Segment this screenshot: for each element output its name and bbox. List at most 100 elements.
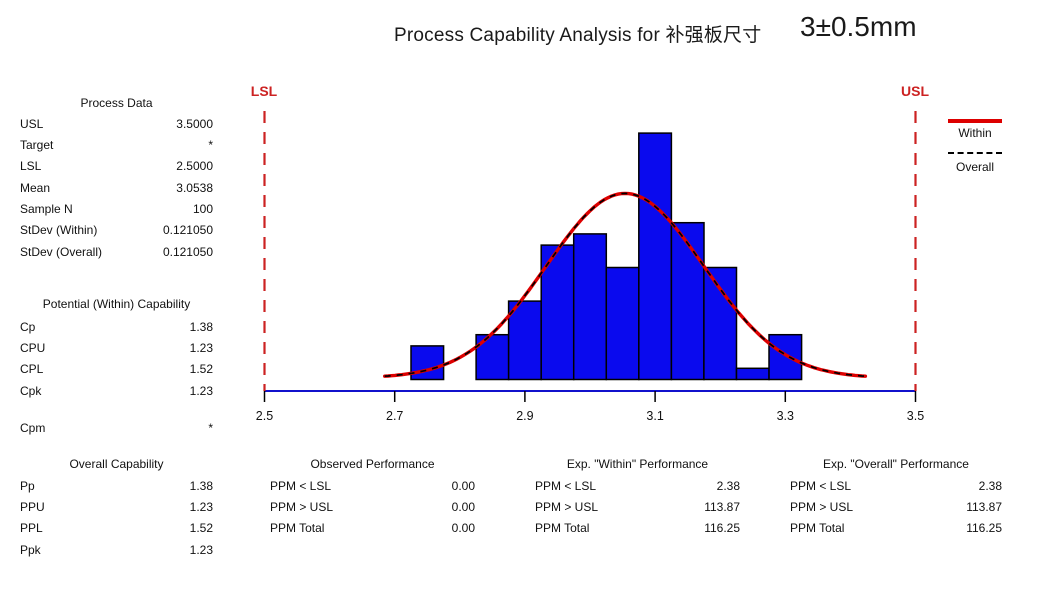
section-header: Potential (Within) Capability (42, 297, 191, 311)
stat-label: PPU (20, 499, 45, 514)
stat-row: PPM < LSL 2.38 (790, 475, 1002, 496)
stat-value: 0.00 (451, 478, 475, 493)
stat-label: PPM Total (270, 521, 325, 536)
stat-value: * (208, 420, 213, 435)
stat-row: CPL 1.52 (20, 359, 213, 380)
overall-legend-label: Overall (955, 160, 995, 174)
stat-label: Cpk (20, 383, 42, 398)
row-spacer (20, 401, 213, 417)
stat-row: PPM Total 0.00 (270, 518, 475, 539)
stat-row: PPM < LSL 0.00 (270, 475, 475, 496)
stat-row: PPL 1.52 (20, 518, 213, 539)
stat-row: StDev (Within) 0.121050 (20, 220, 213, 241)
stat-label: CPU (20, 340, 46, 355)
stat-value: 113.87 (704, 499, 740, 514)
stat-value: 2.38 (978, 478, 1002, 493)
stat-row: PPU 1.23 (20, 496, 213, 517)
histogram-bar (507, 300, 542, 381)
histogram-bar (735, 367, 770, 381)
section-header: Process Data (80, 96, 153, 110)
histogram-bar (670, 221, 705, 381)
stat-value: 116.25 (704, 521, 740, 536)
stat-row: Ppk 1.23 (20, 539, 213, 560)
stat-row: StDev (Overall) 0.121050 (20, 241, 213, 262)
stat-label: Sample N (20, 201, 73, 216)
stat-label: StDev (Within) (20, 223, 98, 238)
stat-value: 1.38 (189, 478, 213, 493)
stat-label: LSL (20, 159, 42, 174)
x-axis-tick-label: 2.9 (516, 409, 534, 423)
section-header: Observed Performance (310, 457, 435, 471)
stat-label: PPM < LSL (270, 478, 332, 493)
stat-value: 0.00 (451, 521, 475, 536)
stat-label: Mean (20, 180, 51, 195)
section-header: Exp. "Overall" Performance (823, 457, 969, 471)
histogram-bar (703, 266, 738, 381)
stat-label: Cp (20, 319, 36, 334)
stat-value: 3.5000 (176, 116, 213, 131)
overall-curve (384, 192, 866, 378)
stat-row: PPM > USL 113.87 (790, 496, 1002, 517)
x-axis-tick-label: 3.3 (776, 409, 794, 423)
x-axis-tick-label: 2.5 (255, 409, 274, 423)
stat-value: 3.0538 (176, 180, 213, 195)
section-header: Overall Capability (69, 457, 164, 471)
x-axis-tick-label: 3.5 (906, 409, 925, 423)
stat-value: 1.23 (189, 340, 213, 355)
stat-value: 1.23 (189, 383, 213, 398)
stat-label: PPM Total (790, 521, 845, 536)
stat-row: PPM < LSL 2.38 (535, 475, 740, 496)
stat-label: Target (20, 137, 54, 152)
stat-label: Ppk (20, 542, 41, 557)
stat-label: PPM > USL (270, 499, 334, 514)
stat-value: 1.23 (189, 542, 213, 557)
page-title: Process Capability Analysis for 补强板尺寸 (394, 25, 762, 46)
stat-value: 116.25 (966, 521, 1002, 536)
stat-row: Mean 3.0538 (20, 177, 213, 198)
histogram-bar (768, 333, 803, 381)
stat-label: USL (20, 116, 44, 131)
stat-row: PPM Total 116.25 (535, 518, 740, 539)
histogram-bar (410, 345, 445, 381)
stat-value: * (208, 137, 213, 152)
lsl-label: LSL (250, 83, 278, 99)
stat-row: Cpm * (20, 417, 213, 438)
x-axis-tick-label: 3.1 (646, 409, 664, 423)
stat-label: PPM Total (535, 521, 590, 536)
stat-label: PPM > USL (535, 499, 599, 514)
stat-label: PPM < LSL (790, 478, 852, 493)
stat-row: LSL 2.5000 (20, 156, 213, 177)
section-header: Exp. "Within" Performance (566, 457, 709, 471)
stat-value: 1.52 (189, 362, 213, 377)
stat-label: Cpm (20, 420, 46, 435)
stat-row: PPM > USL 0.00 (270, 496, 475, 517)
stat-row: CPU 1.23 (20, 337, 213, 358)
stat-value: 0.00 (451, 499, 475, 514)
usl-label: USL (901, 83, 929, 99)
stat-value: 1.38 (189, 319, 213, 334)
within-legend-line (948, 119, 1002, 123)
stat-value: 100 (192, 201, 213, 216)
histogram-bar (638, 132, 673, 381)
histogram-bar (572, 233, 608, 381)
stat-value: 0.121050 (162, 244, 213, 259)
histogram-bar (605, 266, 640, 381)
stat-value: 1.23 (189, 499, 213, 514)
stat-row: Target * (20, 134, 213, 155)
stat-value: 2.38 (716, 478, 740, 493)
spec-annotation: 3±0.5mm (800, 11, 917, 42)
stat-value: 0.121050 (162, 223, 213, 238)
stat-row: Pp 1.38 (20, 475, 213, 496)
stat-label: PPM < LSL (535, 478, 597, 493)
stat-row: PPM Total 116.25 (790, 518, 1002, 539)
stat-value: 1.52 (189, 521, 213, 536)
within-legend-label: Within (958, 126, 992, 140)
stat-value: 2.5000 (176, 159, 213, 174)
stat-label: CPL (20, 362, 44, 377)
stat-label: StDev (Overall) (20, 244, 103, 259)
stat-row: Cpk 1.23 (20, 380, 213, 401)
stat-row: Cp 1.38 (20, 316, 213, 337)
x-axis-tick-label: 2.7 (385, 409, 404, 423)
